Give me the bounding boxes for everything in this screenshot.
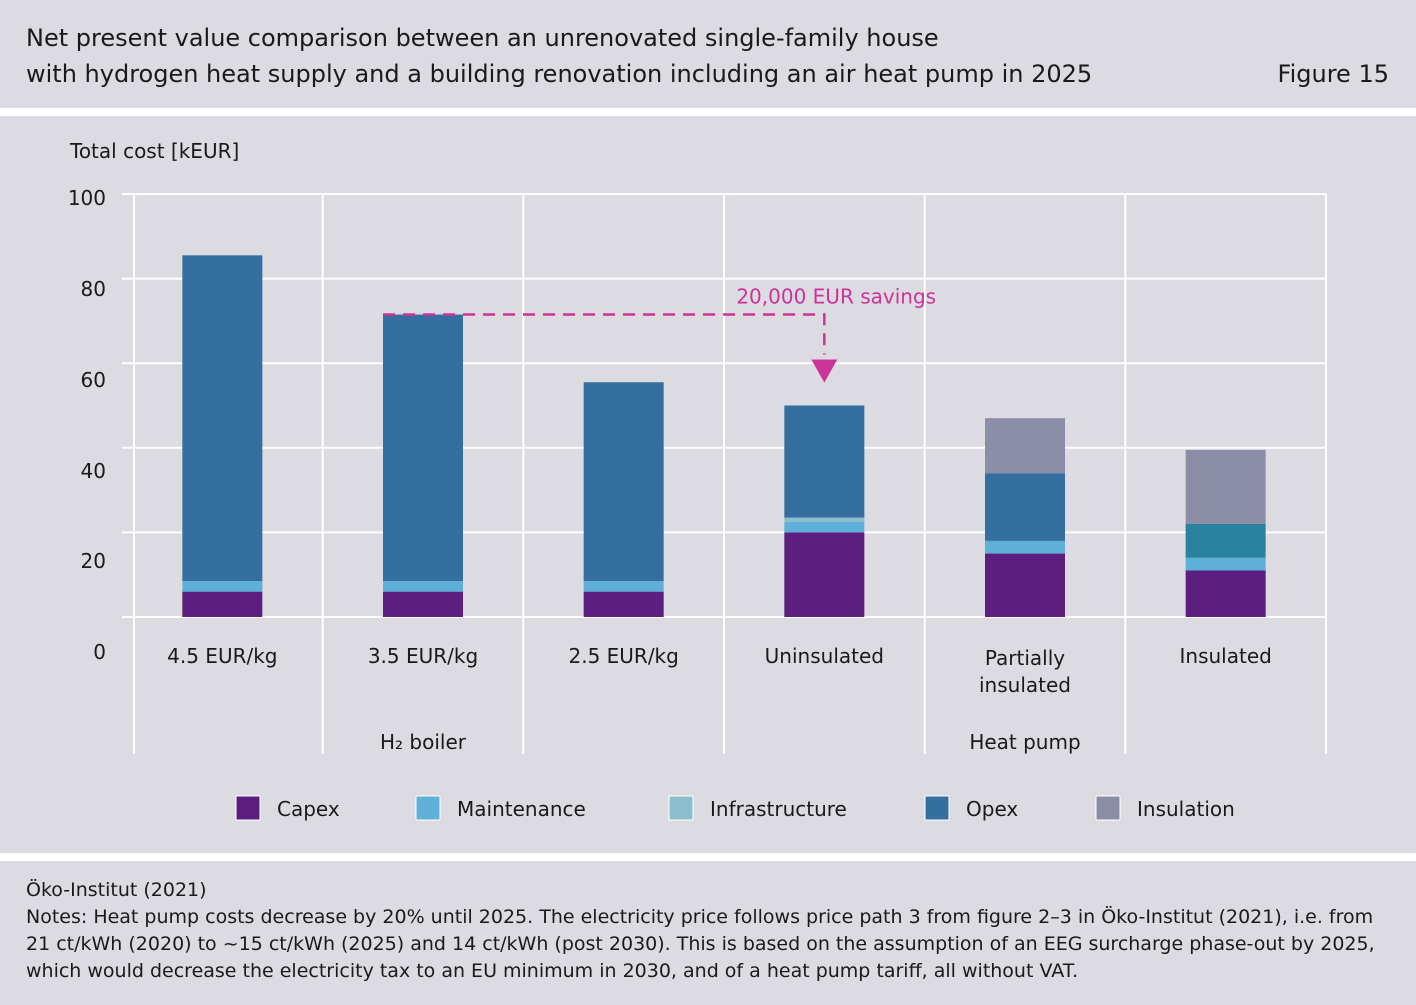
chart-title-line-1: Net present value comparison between an … xyxy=(26,24,939,52)
stacked-bar-chart: Total cost [kEUR] 0 20 40 60 80 100 4.5 EUR/kg 3… xyxy=(68,139,1327,821)
bar-segment-maintenance xyxy=(383,581,463,592)
bar-segment-infrastructure xyxy=(784,517,865,522)
chart-title-line-2: with hydrogen heat supply and a building… xyxy=(26,60,1093,88)
notes-line-3: which would decrease the electricity tax… xyxy=(26,960,1079,982)
notes-line-1: Notes: Heat pump costs decrease by 20% u… xyxy=(26,906,1374,928)
chart-band: Total cost [kEUR] 0 20 40 60 80 100 4.5 EUR/kg 3… xyxy=(0,116,1416,853)
x-tick-label: 4.5 EUR/kg xyxy=(167,644,277,668)
bar-segment-capex xyxy=(182,591,263,617)
y-tick-label: 40 xyxy=(81,459,106,483)
legend-swatch xyxy=(668,795,694,821)
savings-arrow-head xyxy=(811,359,838,383)
y-axis-label: Total cost [kEUR] xyxy=(69,139,239,163)
y-tick-label: 80 xyxy=(81,277,106,301)
title-band: Net present value comparison between an … xyxy=(0,0,1416,108)
x-tick-label: insulated xyxy=(979,673,1071,697)
bar-segment-capex xyxy=(583,591,664,617)
legend-swatch xyxy=(1095,795,1121,821)
y-tick-label: 20 xyxy=(81,549,106,573)
x-tick-label: Uninsulated xyxy=(765,644,884,668)
legend-label: Capex xyxy=(277,797,340,821)
notes-band: Öko-Institut (2021) Notes: Heat pump cos… xyxy=(0,861,1416,1005)
bar-segment-maintenance xyxy=(182,581,263,592)
bar-segment-insulation xyxy=(1185,449,1266,524)
y-tick-label: 0 xyxy=(93,640,106,664)
savings-annotation: 20,000 EUR savings xyxy=(736,285,936,309)
legend-swatch xyxy=(924,795,950,821)
bar-segment-maintenance xyxy=(1185,557,1266,571)
bar-segment-opex xyxy=(383,314,463,582)
legend-swatch xyxy=(415,795,441,821)
bar-segment-opex xyxy=(985,473,1065,541)
x-tick-label: Partially xyxy=(985,646,1065,670)
source-note: Öko-Institut (2021) xyxy=(26,879,207,901)
group-label: H₂ boiler xyxy=(380,730,467,754)
bar-segment-opex xyxy=(784,405,865,518)
figure-label: Figure 15 xyxy=(1277,60,1389,88)
bar-segment-capex xyxy=(784,532,865,617)
legend-label: Insulation xyxy=(1137,797,1235,821)
bar-segment-insulation xyxy=(985,418,1065,474)
x-tick-label: 2.5 EUR/kg xyxy=(568,644,678,668)
bar-segment-opex xyxy=(583,382,664,582)
legend-label: Infrastructure xyxy=(710,797,847,821)
bar-segment-maintenance xyxy=(784,521,865,533)
savings-arrow-line xyxy=(383,313,826,355)
group-label: Heat pump xyxy=(969,730,1080,754)
legend-label: Maintenance xyxy=(457,797,586,821)
legend-label: Opex xyxy=(966,797,1018,821)
bar-segment-capex xyxy=(383,591,463,617)
legend-swatch xyxy=(235,795,261,821)
notes-line-2: 21 ct/kWh (2020) to ~15 ct/kWh (2025) an… xyxy=(26,933,1375,955)
bar-segment-maintenance xyxy=(583,581,664,592)
bar-segment-capex xyxy=(985,553,1065,617)
bar-segment-opex xyxy=(182,255,263,582)
y-tick-label: 100 xyxy=(68,186,106,210)
x-tick-label: Insulated xyxy=(1180,644,1272,668)
bar-segment-maintenance xyxy=(985,540,1065,554)
y-tick-label: 60 xyxy=(81,368,106,392)
bar-segment-capex xyxy=(1185,570,1266,617)
x-tick-label: 3.5 EUR/kg xyxy=(368,644,478,668)
bar-segment-opex xyxy=(1185,523,1266,558)
